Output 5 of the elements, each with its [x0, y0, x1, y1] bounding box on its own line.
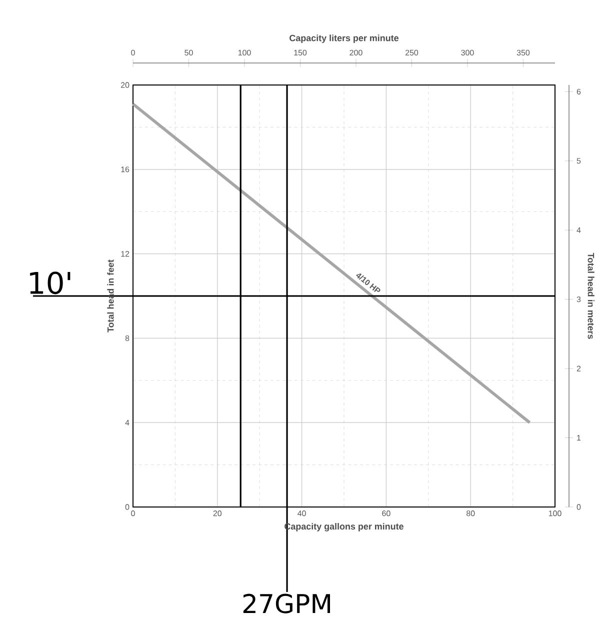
ref-line-label: 10' — [30, 272, 70, 294]
y-axis-title: Total head in feet — [107, 260, 114, 332]
ref-line-label: 27GPM — [243, 594, 330, 614]
x2-axis-title: Capacity liters per minute — [290, 34, 399, 43]
y2-axis-title: Total head in meters — [588, 252, 594, 339]
